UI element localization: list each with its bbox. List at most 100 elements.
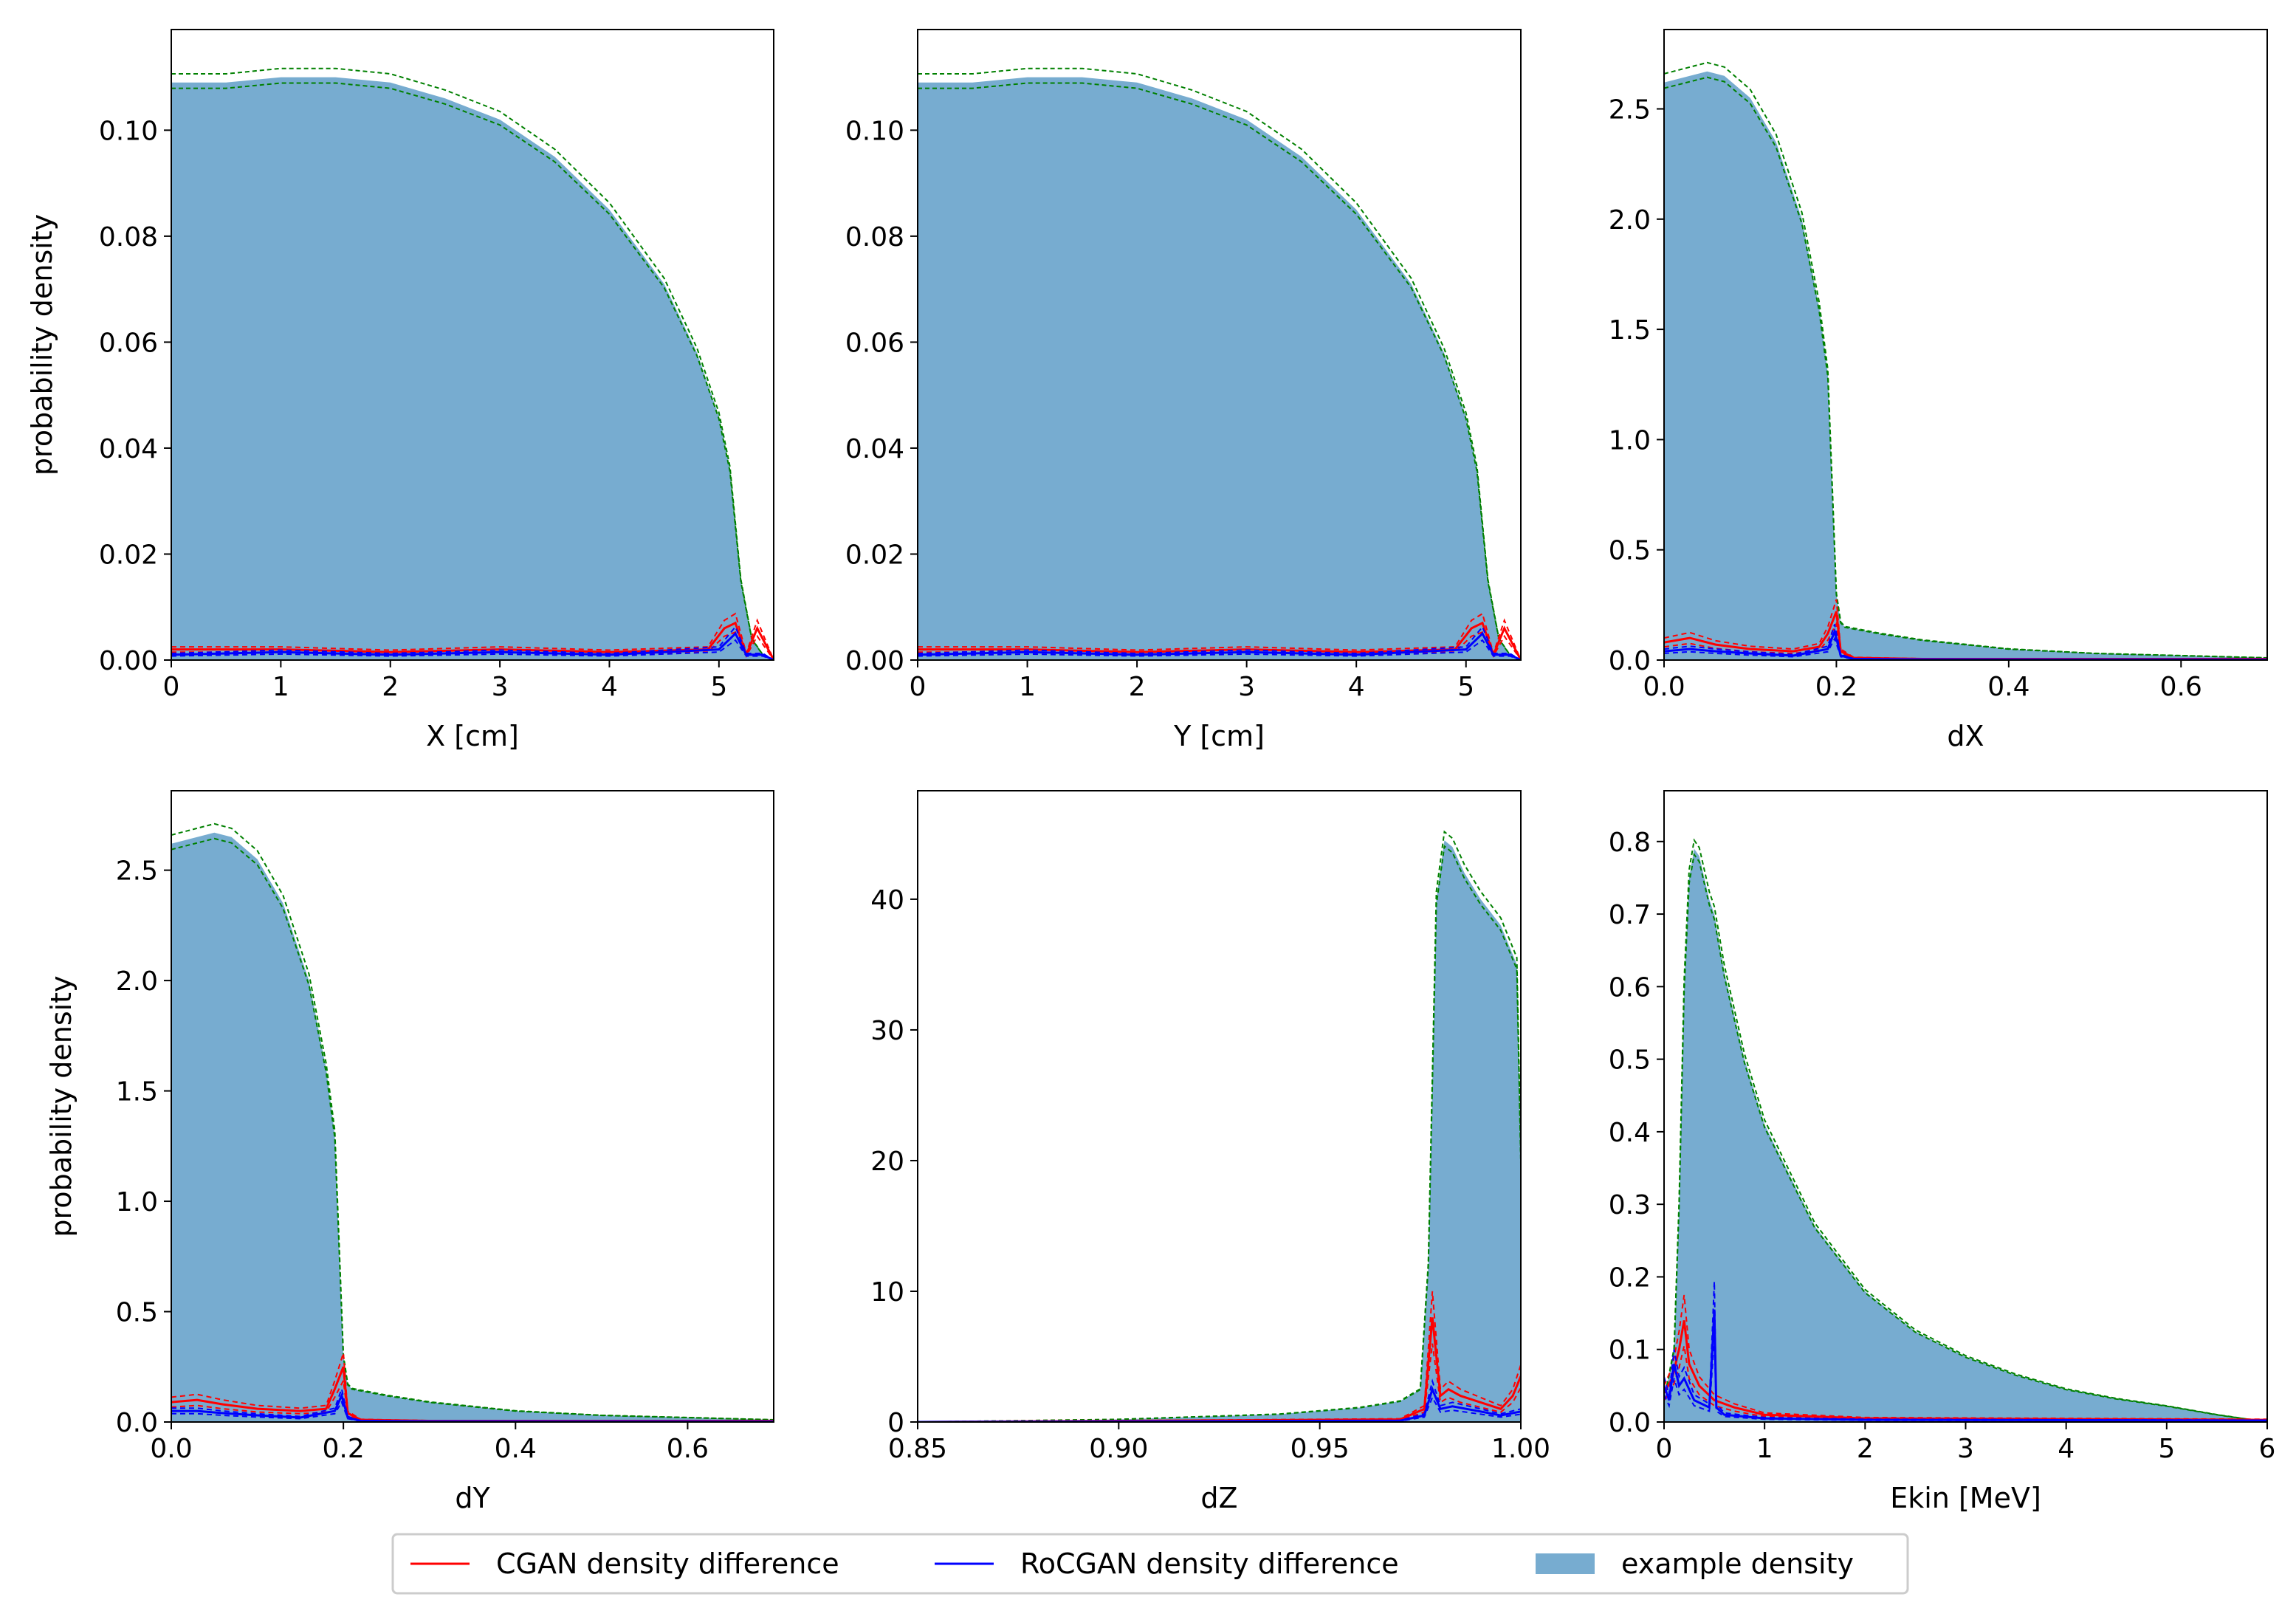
density-area-ekin xyxy=(1664,848,2267,1422)
cgan-line-y-dashed-upper xyxy=(918,612,1521,660)
y-tick-label-dz-1: 10 xyxy=(870,1277,904,1308)
cgan-line-dz-solid xyxy=(918,1317,1521,1422)
axes-frame-dy xyxy=(171,790,774,1423)
y-tick-label-x-5: 0.10 xyxy=(99,116,158,146)
envelope-line-dz-upper xyxy=(918,830,1521,1422)
y-tick-label-dx-5: 2.5 xyxy=(1609,95,1651,125)
x-axis-label-dy: dY xyxy=(455,1482,490,1514)
x-tick-label-y-4: 4 xyxy=(1348,672,1365,702)
envelope-line-ekin-upper xyxy=(1664,838,2267,1422)
y-tick-label-dx-2: 1.0 xyxy=(1609,425,1651,456)
envelope-line-dy-lower xyxy=(171,837,774,1421)
density-area-dy xyxy=(171,832,774,1422)
axes-frame-y xyxy=(917,29,1522,661)
y-tick-label-x-1: 0.02 xyxy=(99,540,158,570)
x-tick-label-y-0: 0 xyxy=(910,672,927,702)
x-tick-label-ekin-4: 4 xyxy=(2058,1434,2075,1464)
x-tick-label-x-2: 2 xyxy=(382,672,399,702)
y-tick-label-dz-0: 0 xyxy=(887,1408,904,1438)
envelope-line-dz-lower xyxy=(918,845,1521,1422)
y-tick-label-y-4: 0.08 xyxy=(845,222,904,253)
x-tick-label-x-4: 4 xyxy=(601,672,618,702)
y-tick-label-ekin-8: 0.8 xyxy=(1609,828,1651,858)
density-area-dz xyxy=(918,840,1521,1422)
x-tick-label-y-2: 2 xyxy=(1129,672,1146,702)
density-area-y xyxy=(918,77,1521,660)
legend-swatch-example xyxy=(1536,1553,1595,1574)
y-tick-label-dy-1: 0.5 xyxy=(116,1298,158,1328)
panel-dx: 0.0 0.2 0.4 0.6 0.0 0.5 1.0 1.5 2.0 2.5 dX xyxy=(1609,29,2268,752)
x-tick-label-dy-3: 0.6 xyxy=(667,1434,709,1464)
y-tick-label-y-3: 0.06 xyxy=(845,328,904,358)
x-axis-label-dx: dX xyxy=(1947,720,1984,752)
x-axis-label-y: Y [cm] xyxy=(1173,720,1265,752)
y-tick-label-ekin-1: 0.1 xyxy=(1609,1336,1651,1366)
cgan-line-y-dashed-lower xyxy=(918,631,1521,660)
rocgan-line-dz-dashed-upper xyxy=(918,1378,1521,1422)
legend-label-example: example density xyxy=(1621,1548,1854,1580)
y-tick-label-dy-0: 0.0 xyxy=(116,1408,158,1438)
x-tick-label-ekin-1: 1 xyxy=(1756,1434,1773,1464)
y-tick-label-x-3: 0.06 xyxy=(99,328,158,358)
y-tick-label-dx-3: 1.5 xyxy=(1609,315,1651,346)
y-tick-label-dx-4: 2.0 xyxy=(1609,205,1651,236)
cgan-line-dy-dashed-upper xyxy=(171,1353,774,1422)
x-tick-label-dx-0: 0.0 xyxy=(1643,672,1685,702)
y-tick-label-y-1: 0.02 xyxy=(845,540,904,570)
y-tick-label-ekin-5: 0.5 xyxy=(1609,1045,1651,1076)
x-tick-label-dz-2: 0.95 xyxy=(1290,1434,1350,1464)
x-tick-label-ekin-6: 6 xyxy=(2259,1434,2276,1464)
y-tick-label-x-2: 0.04 xyxy=(99,434,158,464)
y-tick-label-dy-3: 1.5 xyxy=(116,1077,158,1107)
cgan-line-x-dashed-upper xyxy=(171,612,774,660)
y-tick-label-ekin-6: 0.6 xyxy=(1609,972,1651,1003)
x-tick-label-ekin-3: 3 xyxy=(1957,1434,1974,1464)
x-tick-label-dz-3: 1.00 xyxy=(1491,1434,1550,1464)
x-tick-label-dy-1: 0.2 xyxy=(323,1434,365,1464)
cgan-line-dz-dashed-lower xyxy=(918,1343,1521,1422)
x-tick-label-x-3: 3 xyxy=(492,672,509,702)
x-tick-label-ekin-2: 2 xyxy=(1857,1434,1874,1464)
panel-y: 0 1 2 3 4 5 0.00 0.02 0.04 0.06 0.08 0.10 Y [cm] xyxy=(845,29,1522,752)
y-tick-label-dz-4: 40 xyxy=(870,885,904,916)
panel-dy: 0.0 0.2 0.4 0.6 0.0 0.5 1.0 1.5 2.0 2.5 dY probabil… xyxy=(45,790,774,1514)
cgan-line-y-solid xyxy=(918,621,1521,660)
x-tick-label-x-5: 5 xyxy=(710,672,727,702)
x-tick-label-x-0: 0 xyxy=(163,672,180,702)
rocgan-line-x-solid xyxy=(171,631,774,660)
x-tick-label-dy-2: 0.4 xyxy=(495,1434,537,1464)
y-tick-label-ekin-4: 0.4 xyxy=(1609,1118,1651,1148)
envelope-line-ekin-lower xyxy=(1664,852,2267,1422)
axes-frame-dz xyxy=(917,790,1522,1423)
cgan-line-dx-dashed-upper xyxy=(1664,599,2267,660)
y-tick-label-ekin-0: 0.0 xyxy=(1609,1408,1651,1438)
x-tick-label-ekin-0: 0 xyxy=(1656,1434,1673,1464)
axes-frame-dx xyxy=(1663,29,2268,661)
cgan-line-x-dashed-lower xyxy=(171,631,774,660)
x-tick-label-y-1: 1 xyxy=(1019,672,1036,702)
y-tick-label-x-0: 0.00 xyxy=(99,646,158,676)
x-tick-label-dx-1: 0.2 xyxy=(1815,672,1857,702)
y-tick-label-dx-0: 0.0 xyxy=(1609,646,1651,676)
envelope-line-x-lower xyxy=(171,82,774,660)
y-tick-label-y-5: 0.10 xyxy=(845,116,904,146)
y-tick-label-y-2: 0.04 xyxy=(845,434,904,464)
x-tick-label-dx-3: 0.6 xyxy=(2160,672,2202,702)
x-tick-label-y-5: 5 xyxy=(1457,672,1474,702)
legend-frame xyxy=(391,1533,1909,1595)
x-axis-label-ekin: Ekin [MeV] xyxy=(1890,1482,2041,1514)
x-axis-label-x: X [cm] xyxy=(426,720,519,752)
envelope-line-y-lower xyxy=(918,82,1521,660)
x-tick-label-y-3: 3 xyxy=(1238,672,1255,702)
rocgan-line-y-solid xyxy=(918,631,1521,660)
x-tick-label-dy-0: 0.0 xyxy=(150,1434,192,1464)
density-area-x xyxy=(171,77,774,660)
y-tick-label-dz-3: 30 xyxy=(870,1016,904,1046)
cgan-line-ekin-dashed-upper xyxy=(1664,1294,2267,1421)
panel-ekin: 0 1 2 3 4 5 6 0.0 0.1 0.2 0.3 0.4 0.5 0.6 0.7 0.8 Ekin [… xyxy=(1609,790,2276,1514)
legend-label-cgan: CGAN density difference xyxy=(496,1548,839,1580)
y-axis-label-x: probability density xyxy=(26,214,58,475)
y-axis-label-dy: probability density xyxy=(45,975,78,1237)
rocgan-line-ekin-solid xyxy=(1664,1309,2267,1422)
y-tick-label-ekin-3: 0.3 xyxy=(1609,1190,1651,1220)
